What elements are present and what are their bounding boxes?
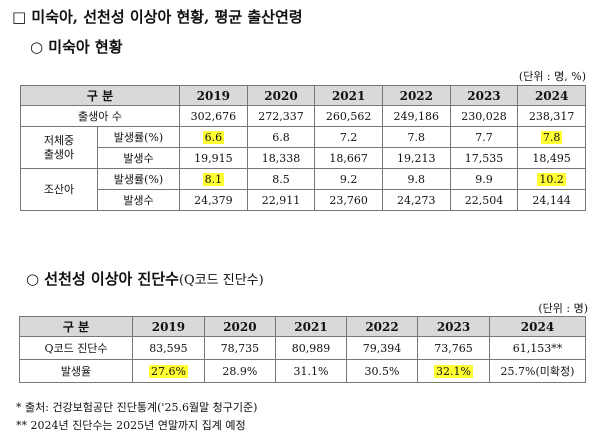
footnotes: * 출처: 건강보험공단 진단통계('25.6월말 청구기준) ** 2024년… [16, 399, 257, 435]
table-cell: 80,989 [274, 336, 348, 360]
table-row: 저체중 출생아 발생률(%) 6.6 6.8 7.2 7.8 7.7 7.8 [20, 126, 586, 169]
table-cell: 17,535 [449, 147, 519, 169]
table-cell: 24,379 [179, 189, 248, 211]
table-cell: 9.9 [449, 168, 519, 190]
table-cell: 30.5% [345, 359, 419, 383]
header-year: 2023 [417, 316, 490, 337]
document-title: □ 미숙아, 선천성 이상아 현황, 평균 출산연령 [12, 8, 303, 26]
sub-label-count: 발생수 [97, 189, 180, 211]
highlighted-value: 6.6 [202, 130, 225, 144]
table-cell: 18,338 [246, 147, 316, 169]
header-year: 2023 [449, 85, 519, 106]
table-cell: 6.6 [179, 126, 248, 148]
table-cell: 260,562 [314, 105, 383, 127]
header-year: 2024 [517, 85, 586, 106]
sub-label-rate: 발생률(%) [97, 126, 180, 148]
section-congenital-heading: ○ 선천성 이상아 진단수(Q코드 진단수) [26, 268, 264, 289]
header-year: 2020 [203, 316, 276, 337]
highlighted-value: 10.2 [537, 172, 566, 186]
group-label-preterm: 조산아 [20, 168, 98, 211]
header-category: 구 분 [20, 85, 180, 106]
header-year: 2019 [132, 316, 205, 337]
table-cell: 25.7%(미확정) [489, 359, 586, 383]
footnote: * 출처: 건강보험공단 진단통계('25.6월말 청구기준) [16, 401, 258, 414]
sub-label-count: 발생수 [97, 147, 180, 169]
table-cell: 24,273 [381, 189, 451, 211]
table-cell: 272,337 [246, 105, 316, 127]
table-cell: 31.1% [274, 359, 348, 383]
table-cell: 18,667 [314, 147, 383, 169]
section-heading-text: ○ 선천성 이상아 진단수 [26, 270, 179, 288]
header-year: 2021 [314, 85, 383, 106]
table-cell: 27.6% [132, 359, 205, 383]
sub-label-rate: 발생률(%) [97, 168, 180, 190]
table-cell: 79,394 [345, 336, 419, 360]
table-cell: 302,676 [179, 105, 248, 127]
table-row: Q코드 진단수 83,595 78,735 80,989 79,394 73,7… [19, 336, 586, 360]
table-header-row: 구 분 2019 2020 2021 2022 2023 2024 [20, 85, 586, 106]
highlighted-value: 27.6% [148, 364, 188, 378]
group-label-line: 저체중 [43, 133, 75, 147]
table-cell: 22,911 [246, 189, 316, 211]
row-label-incidence: 발생율 [19, 359, 133, 383]
table-cell: 32.1% [417, 359, 490, 383]
premature-births-table: 구 분 2019 2020 2021 2022 2023 2024 출생아 수 … [20, 85, 586, 211]
header-year: 2024 [489, 316, 586, 337]
congenital-anomaly-table: 구 분 2019 2020 2021 2022 2023 2024 Q코드 진단… [19, 316, 586, 383]
footnote: ** 2024년 진단수는 2025년 연말까지 집계 예정 [16, 419, 246, 432]
table-row: 출생아 수 302,676 272,337 260,562 249,186 23… [20, 105, 586, 127]
table-cell: 78,735 [203, 336, 276, 360]
row-label-births: 출생아 수 [20, 105, 180, 127]
table-cell: 7.8 [381, 126, 451, 148]
unit-label: (단위 : 명, %) [518, 70, 586, 83]
highlighted-value: 8.1 [202, 172, 225, 186]
header-year: 2020 [246, 85, 316, 106]
table-cell: 8.1 [179, 168, 248, 190]
header-category: 구 분 [19, 316, 133, 337]
table-cell: 249,186 [381, 105, 451, 127]
header-year: 2022 [381, 85, 451, 106]
group-label-line: 출생아 [43, 147, 75, 161]
table-row: 조산아 발생률(%) 8.1 8.5 9.2 9.8 9.9 10.2 [20, 168, 586, 211]
header-year: 2021 [274, 316, 348, 337]
table-cell: 9.2 [314, 168, 383, 190]
table-cell: 230,028 [449, 105, 519, 127]
table-cell: 6.8 [246, 126, 316, 148]
table-cell: 61,153** [489, 336, 586, 360]
table-cell: 24,144 [517, 189, 586, 211]
table-header-row: 구 분 2019 2020 2021 2022 2023 2024 [19, 316, 586, 337]
table-cell: 7.7 [449, 126, 519, 148]
header-year: 2019 [179, 85, 248, 106]
table-row: 발생수 24,379 22,911 23,760 24,273 22,504 2… [21, 189, 586, 211]
table-cell: 19,915 [179, 147, 248, 169]
table-cell: 18,495 [517, 147, 586, 169]
table-cell: 7.2 [314, 126, 383, 148]
header-year: 2022 [345, 316, 419, 337]
table-cell: 19,213 [381, 147, 451, 169]
table-row: 발생율 27.6% 28.9% 31.1% 30.5% 32.1% 25.7%(… [19, 359, 586, 383]
highlighted-value: 32.1% [434, 364, 473, 378]
table-cell: 10.2 [517, 168, 586, 190]
table-cell: 28.9% [203, 359, 276, 383]
row-label-diagnosis-count: Q코드 진단수 [19, 336, 133, 360]
group-label-low-birth-weight: 저체중 출생아 [20, 126, 98, 169]
table-cell: 83,595 [132, 336, 205, 360]
table-cell: 238,317 [517, 105, 586, 127]
table-row: 발생수 19,915 18,338 18,667 19,213 17,535 1… [21, 147, 586, 169]
highlighted-value: 7.8 [540, 130, 563, 144]
section-heading-suffix: (Q코드 진단수) [178, 273, 264, 288]
section-premature-heading: ○ 미숙아 현황 [30, 38, 123, 56]
table-cell: 23,760 [314, 189, 383, 211]
table-cell: 7.8 [517, 126, 586, 148]
table-cell: 22,504 [449, 189, 519, 211]
table-cell: 8.5 [246, 168, 316, 190]
unit-label: (단위 : 명) [538, 302, 588, 315]
table-cell: 73,765 [417, 336, 490, 360]
table-cell: 9.8 [381, 168, 451, 190]
